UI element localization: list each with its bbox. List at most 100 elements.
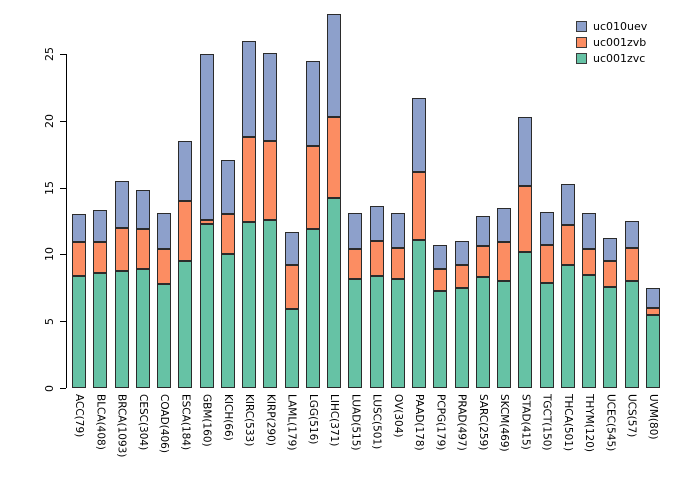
bar-segment-uc001zvb bbox=[72, 242, 86, 276]
bar-segment-uc010uev bbox=[390, 213, 405, 248]
x-axis-labels: ACC(79) BLCA(408) BRCA(1093) CESC(304) COAD(… bbox=[72, 394, 660, 478]
bar-segment-uc001zvc bbox=[114, 270, 129, 388]
bar-segment-uc010uev bbox=[284, 231, 299, 266]
bar-column bbox=[242, 40, 256, 388]
bar-segment-uc001zvc bbox=[412, 239, 426, 388]
legend-item: uc001zvc bbox=[576, 50, 647, 66]
bar-segment-uc001zvc bbox=[178, 261, 193, 388]
x-tick-label: CESC(304) bbox=[136, 394, 149, 451]
y-tick-label: 0 bbox=[42, 373, 56, 403]
y-tick-label: 15 bbox=[42, 173, 56, 203]
legend-label: uc010uev bbox=[593, 19, 648, 33]
y-tick-label: 25 bbox=[42, 39, 56, 69]
x-tick-label: THYM(120) bbox=[583, 394, 595, 453]
bar-segment-uc001zvb bbox=[199, 219, 214, 224]
x-tick-label: SARC(259) bbox=[476, 394, 489, 451]
bar-segment-uc001zvb bbox=[220, 214, 235, 255]
legend-item: uc010uev bbox=[576, 18, 647, 34]
bar-column bbox=[518, 116, 533, 388]
bar-segment-uc010uev bbox=[93, 210, 108, 243]
bar-segment-uc001zvc bbox=[72, 275, 86, 388]
x-tick-label: UVM(80) bbox=[646, 394, 659, 440]
bar-segment-uc001zvc bbox=[497, 281, 511, 388]
x-tick-label: BLCA(408) bbox=[94, 394, 107, 450]
bar-column bbox=[93, 210, 108, 388]
bar-column bbox=[305, 60, 320, 388]
bar-segment-uc001zvb bbox=[433, 269, 448, 291]
bar-segment-uc010uev bbox=[242, 40, 256, 137]
bar-column bbox=[114, 181, 129, 388]
bar-segment-uc001zvc bbox=[624, 281, 639, 388]
bar-segment-uc010uev bbox=[645, 287, 660, 308]
x-tick-label: ESCA(184) bbox=[179, 394, 192, 451]
y-tick-mark bbox=[60, 120, 66, 122]
bar-column bbox=[327, 13, 341, 388]
bar-column bbox=[412, 98, 426, 388]
bar-segment-uc001zvc bbox=[242, 222, 256, 388]
bar-segment-uc001zvb bbox=[242, 136, 256, 223]
bar-segment-uc001zvb bbox=[624, 247, 639, 282]
bar-segment-uc001zvc bbox=[518, 251, 533, 388]
x-tick-label: LUSC(501) bbox=[370, 394, 383, 450]
y-tick-mark bbox=[60, 388, 66, 389]
bar-segment-uc010uev bbox=[518, 116, 533, 187]
x-tick-label: PAAD(178) bbox=[413, 394, 425, 451]
legend-item: uc001zvb bbox=[576, 34, 647, 50]
bar-segment-uc010uev bbox=[135, 190, 150, 230]
bar-segment-uc010uev bbox=[178, 140, 193, 202]
bar-column bbox=[369, 206, 384, 388]
bar-segment-uc010uev bbox=[305, 60, 320, 147]
bar-segment-uc001zvb bbox=[497, 242, 511, 282]
bar-segment-uc010uev bbox=[72, 214, 86, 243]
bar-segment-uc001zvb bbox=[560, 225, 575, 266]
x-tick-label: LIHC(371) bbox=[328, 394, 340, 447]
bar-segment-uc001zvc bbox=[157, 283, 171, 388]
bar-segment-uc010uev bbox=[114, 181, 129, 228]
bar-column bbox=[390, 213, 405, 388]
bar-segment-uc001zvc bbox=[560, 265, 575, 388]
bar-segment-uc001zvc bbox=[645, 314, 660, 388]
bar-segment-uc010uev bbox=[369, 206, 384, 242]
bar-segment-uc001zvc bbox=[539, 282, 554, 388]
bar-segment-uc001zvc bbox=[199, 223, 214, 388]
bar-segment-uc001zvb bbox=[518, 186, 533, 252]
bar-segment-uc010uev bbox=[220, 159, 235, 215]
bar-segment-uc001zvc bbox=[263, 219, 278, 388]
bar-segment-uc010uev bbox=[624, 221, 639, 248]
bar-segment-uc010uev bbox=[157, 213, 171, 250]
bar-segment-uc001zvb bbox=[327, 116, 341, 199]
bar-segment-uc010uev bbox=[199, 54, 214, 220]
bar-column bbox=[475, 215, 490, 388]
bar-segment-uc010uev bbox=[603, 238, 618, 262]
bar-segment-uc001zvb bbox=[603, 261, 618, 287]
x-tick-label: KIRP(290) bbox=[264, 394, 277, 446]
bar-segment-uc010uev bbox=[497, 207, 511, 243]
bar-column bbox=[624, 221, 639, 388]
y-tick-label-text: 5 bbox=[42, 317, 56, 325]
y-tick-label-text: 0 bbox=[42, 384, 56, 392]
x-tick-label: ACC(79) bbox=[73, 394, 85, 438]
x-tick-label: LGG(516) bbox=[306, 394, 319, 445]
bar-segment-uc001zvb bbox=[348, 249, 363, 279]
x-tick-label: LUAD(515) bbox=[349, 394, 362, 451]
bar-segment-uc001zvc bbox=[433, 290, 448, 388]
y-tick-label-text: 15 bbox=[42, 180, 56, 195]
bar-segment-uc001zvb bbox=[178, 201, 193, 262]
bar-segment-uc001zvc bbox=[327, 198, 341, 388]
bar-segment-uc001zvb bbox=[454, 265, 469, 288]
x-tick-label: THCA(501) bbox=[561, 394, 574, 452]
bar-segment-uc010uev bbox=[433, 245, 448, 270]
bar-segment-uc001zvc bbox=[475, 277, 490, 388]
bar-column bbox=[199, 54, 214, 388]
legend-label: uc001zvb bbox=[593, 35, 647, 49]
bar-segment-uc001zvb bbox=[645, 307, 660, 315]
bar-column bbox=[454, 241, 469, 388]
x-tick-label: PCPG(179) bbox=[434, 394, 447, 451]
bar-column bbox=[560, 183, 575, 388]
x-tick-label: SKCM(469) bbox=[498, 394, 510, 452]
bar-segment-uc010uev bbox=[412, 98, 426, 172]
bar-column bbox=[135, 190, 150, 388]
bar-segment-uc001zvb bbox=[305, 146, 320, 230]
bar-column bbox=[72, 214, 86, 388]
legend-swatch-icon bbox=[576, 52, 587, 64]
